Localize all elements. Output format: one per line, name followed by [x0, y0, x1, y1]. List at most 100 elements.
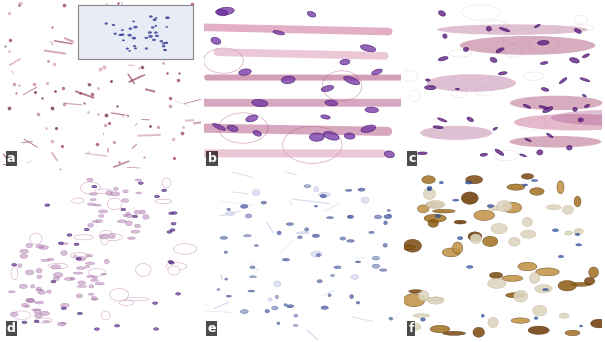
- Ellipse shape: [31, 309, 41, 311]
- Ellipse shape: [344, 76, 360, 85]
- Ellipse shape: [520, 154, 526, 157]
- Ellipse shape: [87, 275, 93, 278]
- Ellipse shape: [574, 15, 587, 23]
- Ellipse shape: [77, 312, 82, 315]
- Ellipse shape: [73, 272, 83, 274]
- Ellipse shape: [136, 264, 151, 276]
- Ellipse shape: [522, 218, 532, 227]
- Ellipse shape: [148, 35, 152, 38]
- Ellipse shape: [401, 70, 418, 82]
- Ellipse shape: [254, 245, 258, 247]
- Ellipse shape: [424, 214, 446, 222]
- Ellipse shape: [22, 321, 27, 324]
- Ellipse shape: [11, 267, 18, 280]
- Text: d: d: [7, 322, 16, 335]
- Ellipse shape: [426, 200, 445, 209]
- Ellipse shape: [101, 273, 106, 275]
- Ellipse shape: [239, 69, 251, 75]
- Ellipse shape: [287, 306, 292, 308]
- Ellipse shape: [120, 116, 129, 122]
- Text: a: a: [7, 152, 16, 165]
- Ellipse shape: [88, 203, 96, 206]
- Ellipse shape: [99, 214, 104, 218]
- Ellipse shape: [275, 295, 278, 299]
- Ellipse shape: [125, 47, 134, 53]
- Ellipse shape: [489, 206, 500, 211]
- Ellipse shape: [119, 34, 122, 36]
- Ellipse shape: [225, 212, 235, 215]
- Ellipse shape: [114, 115, 120, 117]
- Ellipse shape: [143, 214, 149, 219]
- Ellipse shape: [537, 150, 543, 155]
- Ellipse shape: [409, 323, 421, 330]
- Ellipse shape: [345, 189, 352, 192]
- Ellipse shape: [470, 234, 482, 244]
- Ellipse shape: [246, 115, 258, 122]
- Ellipse shape: [316, 253, 321, 257]
- Ellipse shape: [427, 188, 431, 191]
- Ellipse shape: [174, 95, 183, 100]
- Ellipse shape: [277, 231, 281, 235]
- Ellipse shape: [509, 136, 601, 147]
- Ellipse shape: [160, 40, 163, 42]
- Ellipse shape: [532, 305, 547, 316]
- Ellipse shape: [126, 48, 128, 49]
- Ellipse shape: [293, 325, 298, 326]
- Ellipse shape: [36, 245, 44, 248]
- Ellipse shape: [95, 189, 113, 194]
- Ellipse shape: [557, 181, 564, 194]
- Ellipse shape: [135, 179, 142, 181]
- Ellipse shape: [90, 199, 96, 201]
- Ellipse shape: [304, 228, 309, 231]
- Ellipse shape: [120, 34, 124, 36]
- Ellipse shape: [114, 33, 117, 35]
- Ellipse shape: [384, 215, 392, 219]
- Ellipse shape: [93, 276, 97, 279]
- Ellipse shape: [144, 56, 160, 63]
- Ellipse shape: [276, 322, 280, 325]
- Ellipse shape: [134, 210, 140, 214]
- Ellipse shape: [99, 210, 108, 213]
- Ellipse shape: [420, 126, 492, 140]
- Ellipse shape: [344, 133, 355, 139]
- Ellipse shape: [468, 232, 482, 241]
- Ellipse shape: [351, 275, 359, 279]
- Ellipse shape: [91, 298, 99, 300]
- Ellipse shape: [244, 235, 251, 237]
- Ellipse shape: [211, 37, 221, 44]
- Ellipse shape: [85, 254, 93, 257]
- Ellipse shape: [128, 237, 136, 239]
- Ellipse shape: [20, 249, 28, 253]
- Ellipse shape: [558, 255, 564, 258]
- Ellipse shape: [535, 268, 559, 276]
- Ellipse shape: [311, 251, 322, 257]
- Ellipse shape: [403, 294, 425, 307]
- Ellipse shape: [224, 251, 227, 253]
- Ellipse shape: [476, 87, 494, 96]
- Ellipse shape: [134, 26, 137, 28]
- Ellipse shape: [510, 96, 603, 110]
- Ellipse shape: [139, 71, 145, 74]
- Ellipse shape: [511, 318, 530, 323]
- Ellipse shape: [165, 17, 169, 19]
- Ellipse shape: [487, 205, 494, 208]
- Ellipse shape: [117, 220, 126, 223]
- Ellipse shape: [286, 223, 293, 225]
- Ellipse shape: [217, 289, 220, 290]
- Ellipse shape: [37, 275, 42, 278]
- Ellipse shape: [154, 328, 159, 330]
- Ellipse shape: [134, 48, 137, 49]
- Ellipse shape: [347, 240, 355, 242]
- Ellipse shape: [273, 281, 281, 287]
- Ellipse shape: [88, 223, 93, 227]
- Ellipse shape: [321, 306, 329, 310]
- Ellipse shape: [226, 295, 232, 297]
- Ellipse shape: [404, 239, 422, 252]
- Ellipse shape: [121, 29, 123, 31]
- Ellipse shape: [454, 220, 466, 224]
- Ellipse shape: [19, 284, 27, 289]
- Ellipse shape: [307, 11, 316, 17]
- Ellipse shape: [13, 311, 31, 319]
- Ellipse shape: [315, 205, 318, 207]
- Ellipse shape: [145, 48, 148, 49]
